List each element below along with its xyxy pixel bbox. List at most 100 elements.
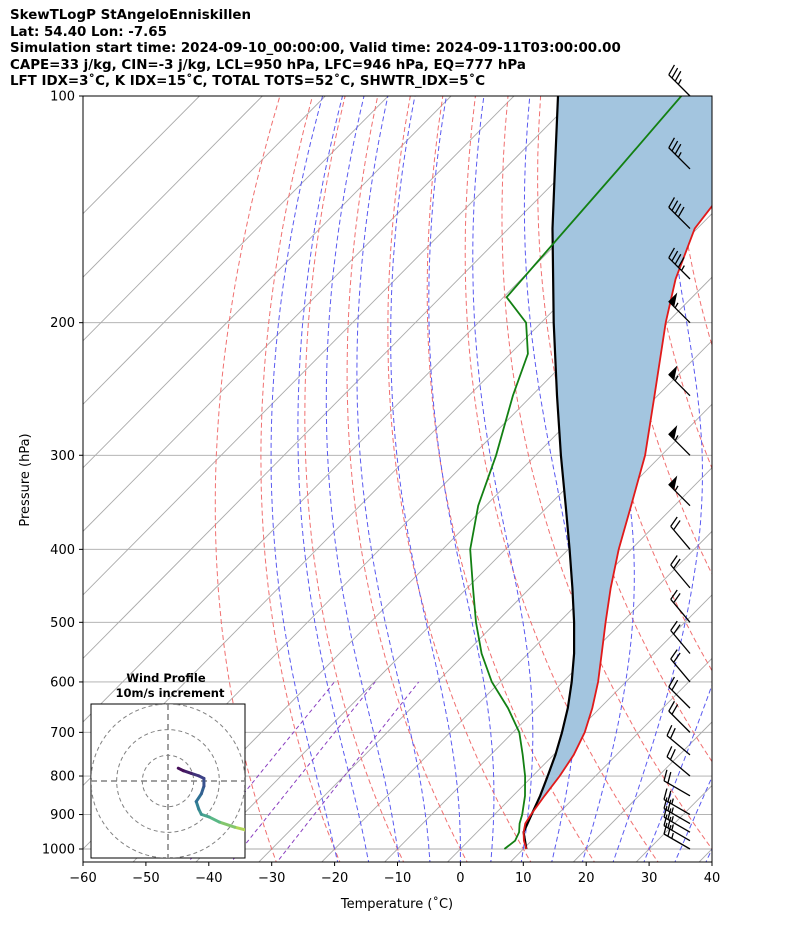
x-tick-label: −60	[69, 871, 96, 886]
wind-barb	[668, 197, 691, 230]
y-tick-label: 200	[50, 316, 75, 331]
wind-barb	[663, 797, 691, 825]
moist-adiabat	[297, 96, 370, 862]
title-indices-1: CAPE=33 j/kg, CIN=-3 j/kg, LCL=950 hPa, …	[10, 57, 526, 73]
wind-barb	[663, 822, 691, 850]
dry-adiabat	[304, 96, 405, 862]
wind-barb	[670, 649, 691, 683]
wind-barb	[663, 806, 691, 833]
title-location: Lat: 54.40 Lon: -7.65	[10, 24, 167, 40]
hodograph-subtitle: 10m/s increment	[116, 686, 225, 700]
moist-adiabat	[428, 96, 495, 862]
y-tick-label: 500	[50, 616, 75, 631]
x-tick-label: −30	[258, 871, 285, 886]
moist-adiabat	[325, 96, 400, 862]
dry-adiabat	[214, 96, 281, 862]
moist-adiabat	[472, 96, 534, 862]
y-tick-label: 300	[50, 449, 75, 464]
hodograph-segment	[176, 766, 185, 773]
y-axis: 1000 900 800 700 600 500 400 300 200 100	[42, 90, 83, 858]
hodograph-segment	[217, 820, 237, 829]
dewpoint-trace	[469, 96, 682, 850]
dry-adiabat	[769, 96, 794, 865]
moist-adiabat	[674, 775, 712, 862]
moist-adiabat	[356, 96, 431, 862]
y-tick-label: 1000	[42, 843, 75, 858]
x-tick-label: 40	[704, 871, 721, 886]
wind-barb	[663, 788, 691, 816]
moist-adiabat	[390, 96, 461, 862]
isotherm-line	[83, 96, 515, 532]
wind-barb	[663, 769, 691, 797]
wind-barb	[666, 725, 691, 756]
isotherm-line	[83, 96, 326, 342]
dry-adiabat	[736, 96, 794, 865]
dry-adiabat	[346, 96, 468, 862]
x-tick-label: −20	[321, 871, 348, 886]
wind-barb	[670, 516, 691, 550]
x-tick-label: −40	[195, 871, 222, 886]
isotherm-line	[83, 96, 389, 405]
wind-barb	[663, 814, 691, 842]
wind-barb	[668, 247, 691, 280]
isotherm-line	[321, 467, 712, 862]
wind-barb	[670, 555, 691, 589]
wind-barb	[668, 137, 691, 170]
wind-barb	[668, 425, 691, 456]
wind-barb	[668, 292, 691, 324]
temperature-trace	[522, 204, 712, 850]
dry-adiabat	[426, 96, 596, 862]
moist-adiabat	[643, 683, 712, 862]
dry-adiabat	[260, 96, 341, 862]
parcel-trace	[522, 96, 576, 850]
isotherm-line	[83, 96, 263, 278]
y-axis-label: Pressure (hPa)	[18, 433, 33, 526]
hodograph: Wind Profile 10m/s increment	[90, 671, 246, 859]
isotherm-line	[83, 96, 452, 469]
x-tick-label: 0	[456, 871, 464, 886]
x-axis: −60 −50 −40 −30 −20 −10 0 10 20 30 40	[69, 862, 720, 886]
profiles	[469, 96, 712, 850]
hodograph-title: Wind Profile	[126, 671, 206, 685]
moist-adiabat	[523, 96, 580, 862]
mixing-ratio-line	[276, 681, 420, 862]
moist-adiabat	[270, 96, 339, 862]
wind-barb	[666, 746, 691, 777]
x-axis-label: Temperature (˚C)	[340, 896, 453, 912]
dry-adiabat	[387, 96, 532, 862]
x-tick-label: −50	[132, 871, 159, 886]
x-tick-label: 30	[641, 871, 658, 886]
dry-adiabat	[571, 96, 712, 672]
hodograph-segment	[233, 825, 245, 832]
cape-fill	[523, 96, 712, 849]
isotherm-line	[383, 530, 712, 862]
wind-barb	[668, 365, 691, 397]
wind-barb	[668, 64, 691, 97]
wind-barb	[668, 676, 691, 709]
wind-barbs	[663, 64, 691, 850]
y-tick-label: 600	[50, 675, 75, 690]
x-tick-label: 20	[578, 871, 595, 886]
isotherm-line	[572, 721, 712, 862]
wind-barb	[670, 620, 691, 654]
wind-barb	[668, 700, 691, 733]
chart-header: SkewTLogP StAngeloEnniskillen Lat: 54.40…	[10, 8, 621, 91]
wind-barb	[668, 475, 691, 507]
y-tick-label: 900	[50, 808, 75, 823]
moist-adiabat	[612, 96, 703, 862]
y-tick-label: 800	[50, 770, 75, 785]
x-tick-label: −10	[384, 871, 411, 886]
moist-adiabat	[705, 847, 712, 862]
mixing-ratio-line	[230, 681, 376, 862]
isotherm-line	[698, 848, 712, 862]
x-tick-label: 10	[515, 871, 532, 886]
dry-adiabat	[703, 96, 712, 177]
isotherm-line	[509, 657, 712, 862]
title-station: SkewTLogP StAngeloEnniskillen	[10, 8, 252, 23]
isotherm-line	[83, 96, 641, 660]
dry-adiabat	[464, 96, 659, 862]
cape-area	[523, 96, 712, 849]
y-tick-label: 700	[50, 726, 75, 741]
hodograph-segment	[243, 828, 245, 832]
